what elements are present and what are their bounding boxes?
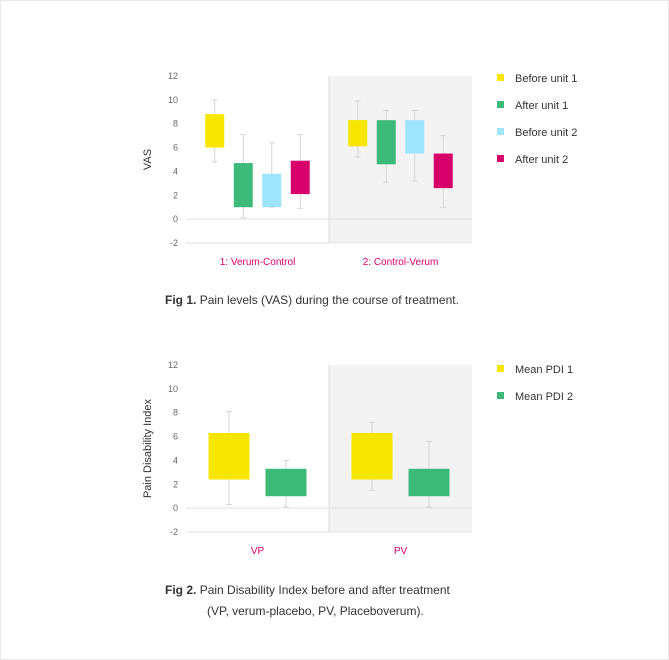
vas-legend-swatch <box>497 74 504 81</box>
pdi-shaded-panel <box>329 365 472 532</box>
vas-y-tick-label: 8 <box>173 119 178 129</box>
pdi-y-tick-label: 6 <box>173 432 178 442</box>
vas-y-tick-label: 6 <box>173 143 178 153</box>
vas-legend-swatch <box>497 155 504 162</box>
pdi-y-tick-label: 0 <box>173 503 178 513</box>
pdi-y-tick-label: 10 <box>168 384 178 394</box>
pdi-category-label: PV <box>394 546 408 557</box>
vas-y-tick-label: 2 <box>173 190 178 200</box>
pdi-legend-swatch <box>497 365 504 372</box>
vas-category-label: 2: Control-Verum <box>363 257 439 268</box>
pdi-box <box>208 432 250 480</box>
vas-box <box>405 120 425 154</box>
figure2-caption-text-line1: Pain Disability Index before and after t… <box>199 583 450 597</box>
figure1-caption: Fig 1. Pain levels (VAS) during the cour… <box>165 290 459 311</box>
vas-y-axis-label: VAS <box>142 149 154 170</box>
pdi-y-tick-label: 8 <box>173 408 178 418</box>
pdi-box <box>265 468 307 497</box>
figure1-caption-label: Fig 1. <box>165 293 197 307</box>
figure1-caption-text: Pain levels (VAS) during the course of t… <box>199 293 459 307</box>
vas-box <box>233 163 253 208</box>
vas-legend-label: After unit 1 <box>515 100 568 112</box>
vas-y-tick-label: 10 <box>168 95 178 105</box>
figure2-caption-text-line2: (VP, verum-placebo, PV, Placeboverum). <box>207 604 424 618</box>
vas-legend-label: Before unit 1 <box>515 73 577 85</box>
vas-box <box>262 173 282 208</box>
pdi-legend-swatch <box>497 392 504 399</box>
vas-box <box>433 153 453 189</box>
chart-pdi: -2 0 2 4 6 8 10 12 Pain Disability Index VP PV Mean… <box>142 360 573 557</box>
pdi-box <box>351 432 393 480</box>
vas-legend-swatch <box>497 101 504 108</box>
pdi-y-tick-label: -2 <box>170 527 178 537</box>
vas-legend-label: After unit 2 <box>515 154 568 166</box>
vas-legend-label: Before unit 2 <box>515 127 577 139</box>
vas-box <box>290 160 310 195</box>
pdi-y-tick-label: 2 <box>173 479 178 489</box>
pdi-legend-label: Mean PDI 1 <box>515 364 573 376</box>
vas-y-tick-label: 12 <box>168 71 178 81</box>
vas-legend-swatch <box>497 128 504 135</box>
figure2-caption: Fig 2. Pain Disability Index before and … <box>165 580 450 622</box>
chart-vas: -2 0 2 4 6 8 10 12 VAS 1: Verum-Control 2: Control… <box>142 71 577 268</box>
pdi-box <box>408 468 450 497</box>
pdi-category-label: VP <box>251 546 265 557</box>
pdi-y-tick-label: 4 <box>173 455 178 465</box>
vas-box <box>348 120 368 147</box>
figure2-caption-label: Fig 2. <box>165 583 197 597</box>
pdi-y-tick-label: 12 <box>168 360 178 370</box>
vas-box <box>376 120 396 165</box>
pdi-legend-label: Mean PDI 2 <box>515 391 573 403</box>
vas-box <box>205 114 225 148</box>
vas-category-label: 1: Verum-Control <box>220 257 296 268</box>
pdi-y-axis-label: Pain Disability Index <box>142 398 154 498</box>
vas-y-tick-label: -2 <box>170 238 178 248</box>
vas-y-tick-label: 4 <box>173 166 178 176</box>
vas-y-tick-label: 0 <box>173 214 178 224</box>
